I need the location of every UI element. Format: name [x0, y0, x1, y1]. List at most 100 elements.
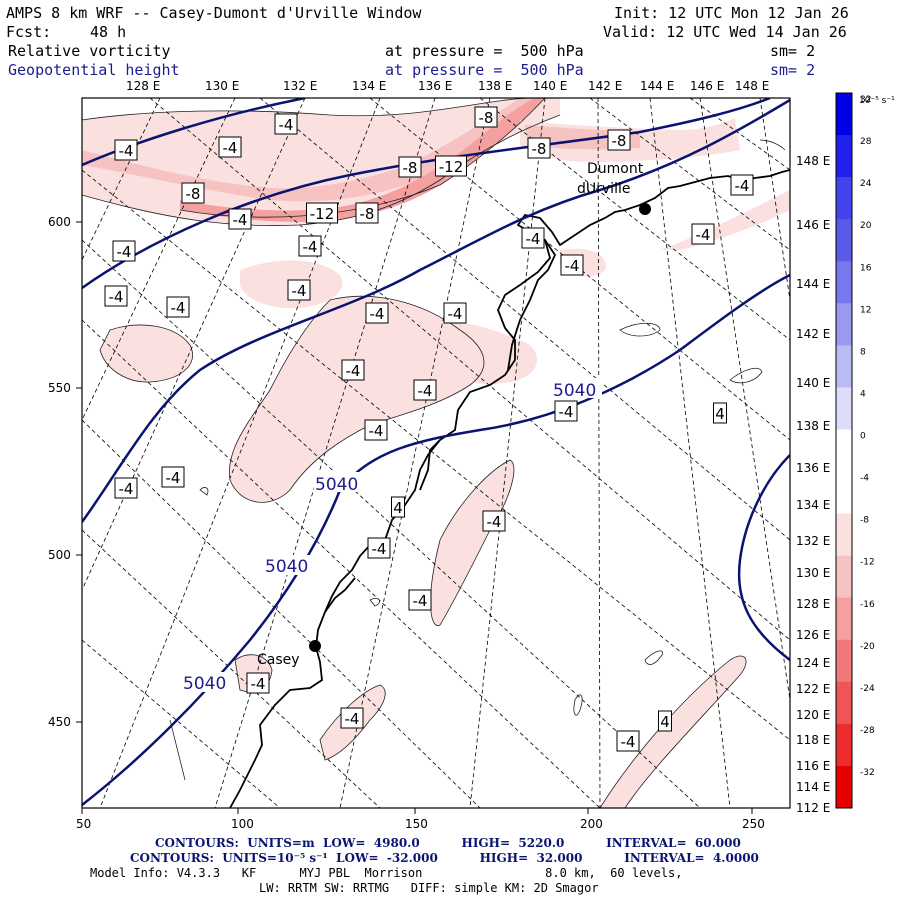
vorticity-label: -4 — [246, 672, 270, 694]
longitude-label: 132 E — [796, 534, 830, 548]
svg-text:-4: -4 — [370, 305, 385, 323]
longitude-label: 130 E — [205, 79, 239, 93]
svg-text:-4: -4 — [292, 282, 307, 300]
vorticity-contour-info: CONTOURS: UNITS=10⁻⁵ s⁻¹ LOW= -32.000 HI… — [130, 851, 759, 865]
field2-name: Geopotential height — [8, 61, 180, 79]
station-marker — [309, 640, 321, 652]
svg-text:-8: -8 — [186, 185, 201, 203]
vorticity-labels: -4 -4 -4 -8 -4 -4 -8 -8 -12 -8 -12 -8 -8 -4 -4 -4 -4 -4 -4… — [104, 106, 754, 752]
longitude-label: 142 E — [796, 327, 830, 341]
map-title: AMPS 8 km WRF -- Casey-Dumont d'Urville … — [6, 4, 422, 22]
vorticity-label: -4 — [560, 254, 584, 276]
colorbar-label: 0 — [860, 432, 866, 442]
longitude-label: 142 E — [588, 79, 622, 93]
colorbar-segment — [836, 345, 852, 388]
height-contour-info: CONTOURS: UNITS=m LOW= 4980.0 HIGH= 5220… — [155, 836, 741, 850]
colorbar-segment — [836, 681, 852, 725]
height-label: 5040 — [315, 475, 358, 495]
svg-text:-8: -8 — [612, 132, 627, 150]
colorbar-label: -8 — [860, 516, 869, 526]
plot-frame — [81, 97, 791, 809]
svg-text:-4: -4 — [696, 226, 711, 244]
svg-text:-8: -8 — [403, 159, 418, 177]
vorticity-label: -4 — [413, 379, 437, 401]
svg-text:-4: -4 — [119, 142, 134, 160]
station-casey: Casey — [257, 640, 321, 668]
colorbar-segment — [836, 471, 852, 515]
longitude-label: 128 E — [126, 79, 160, 93]
colorbar-segment — [836, 219, 852, 262]
longitude-label: 130 E — [796, 566, 830, 580]
svg-text:-12: -12 — [310, 205, 335, 223]
svg-text:-4: -4 — [279, 116, 294, 134]
field1-smoothing: sm= 2 — [770, 42, 816, 60]
svg-text:-4: -4 — [109, 288, 124, 306]
svg-text:-4: -4 — [559, 403, 574, 421]
station-label: Casey — [257, 652, 300, 668]
vorticity-label: -8 — [527, 137, 551, 159]
right-longitude-labels: 148 E 146 E 144 E 142 E 140 E 138 E 136 E 134 E… — [796, 154, 830, 815]
colorbar-segment — [836, 429, 852, 473]
field1-name: Relative vorticity — [8, 42, 171, 60]
vorticity-label: -4 — [691, 223, 715, 245]
height-label: 5040 — [183, 674, 226, 694]
svg-text:-4: -4 — [526, 230, 541, 248]
svg-text:-4: -4 — [487, 513, 502, 531]
longitude-label: 146 E — [690, 79, 724, 93]
longitude-label: 114 E — [796, 780, 830, 794]
colorbar-label: 28 — [860, 137, 872, 147]
svg-text:-8: -8 — [479, 109, 494, 127]
colorbar-label: 8 — [860, 347, 866, 357]
svg-text:-4: -4 — [166, 469, 181, 487]
colorbar-label: -28 — [860, 726, 875, 736]
vorticity-label: -4 — [364, 419, 388, 441]
vorticity-label: -8 — [398, 156, 422, 178]
y-tick-label: 450 — [48, 715, 71, 729]
colorbar-segment — [836, 513, 852, 557]
svg-text:4: 4 — [660, 713, 670, 731]
vorticity-label: -4 — [298, 235, 322, 257]
longitude-label: 112 E — [796, 801, 830, 815]
longitude-label: 116 E — [796, 759, 830, 773]
vorticity-label: -4 — [340, 707, 364, 729]
height-label: 5040 — [553, 381, 596, 401]
colorbar-label: -32 — [860, 768, 875, 778]
vorticity-label: -4 — [616, 730, 640, 752]
vorticity-label: -12 — [306, 202, 338, 224]
colorbar-label: 20 — [860, 221, 872, 231]
svg-text:-4: -4 — [233, 211, 248, 229]
colorbar-segment — [836, 555, 852, 599]
x-tick-label: 100 — [231, 817, 254, 831]
svg-text:-4: -4 — [346, 362, 361, 380]
vorticity-label: -4 — [365, 302, 389, 324]
colorbar-label: -16 — [860, 600, 875, 610]
svg-text:-8: -8 — [532, 140, 547, 158]
vorticity-label: -12 — [435, 155, 467, 177]
colorbar-label: 12 — [860, 305, 871, 315]
colorbar-segment — [836, 639, 852, 683]
forecast-label: Fcst: — [6, 23, 52, 41]
colorbar-unit: 10⁻⁵ s⁻¹ — [859, 96, 895, 106]
vorticity-label: -4 — [443, 302, 467, 324]
svg-text:-4: -4 — [119, 480, 134, 498]
longitude-label: 140 E — [533, 79, 567, 93]
longitude-label: 144 E — [640, 79, 674, 93]
colorbar-segment — [836, 135, 852, 178]
init-time: Init: 12 UTC Mon 12 Jan 26 — [614, 4, 849, 22]
station-label: Dumont — [587, 161, 644, 177]
colorbar-label: 4 — [860, 389, 866, 399]
longitude-label: 138 E — [796, 419, 830, 433]
vorticity-label: -4 — [367, 537, 391, 559]
colorbar-label: -12 — [860, 558, 875, 568]
longitude-label: 124 E — [796, 656, 830, 670]
colorbar-frame — [835, 92, 853, 809]
vorticity-label: -4 — [114, 139, 138, 161]
vorticity-label: -4 — [114, 477, 138, 499]
colorbar-label: 32 — [860, 95, 871, 105]
longitude-label: 148 E — [796, 154, 830, 168]
vorticity-label: -4 — [228, 208, 252, 230]
longitude-label: 146 E — [796, 218, 830, 232]
vorticity-label: 4 — [391, 496, 405, 518]
colorbar: 32 28 24 20 16 12 8 4 0 -4 -8 -12 -16 -20 -24 -28 -32 — [836, 93, 875, 809]
